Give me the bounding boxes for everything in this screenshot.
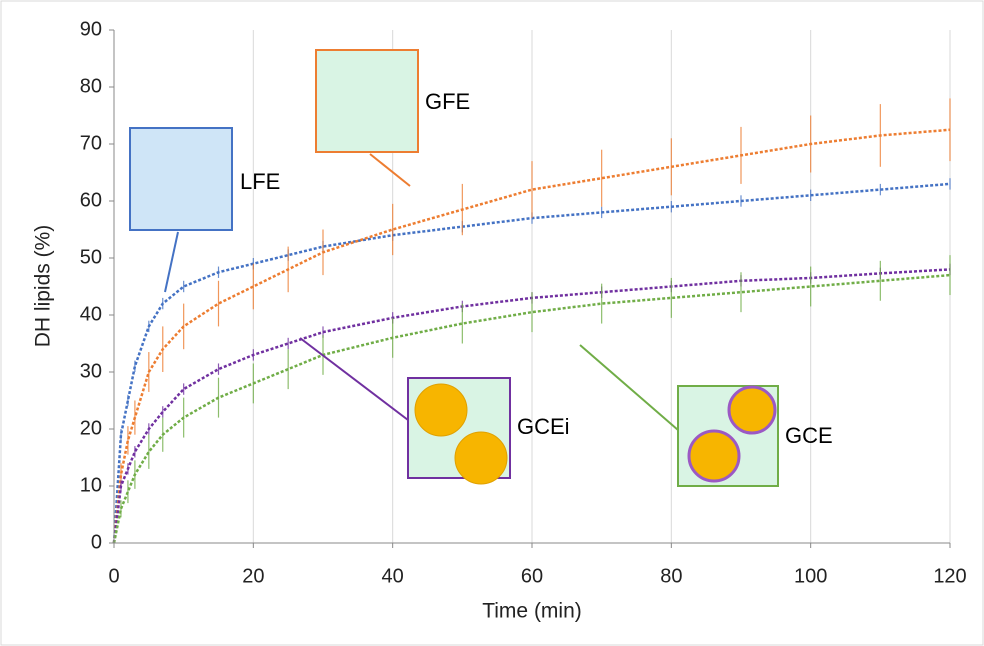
x-tick-label: 80	[660, 565, 682, 587]
x-tick-label: 120	[933, 565, 966, 587]
y-tick-label: 30	[80, 360, 102, 382]
leader	[369, 153, 411, 187]
x-tick-label: 20	[242, 565, 264, 587]
inset	[315, 49, 419, 153]
x-axis-label: Time (min)	[482, 600, 582, 623]
annotations: LFE GFE GCEi GCE	[129, 49, 833, 487]
y-tick-label: 60	[80, 189, 102, 211]
series-line	[112, 128, 951, 544]
y-tick-label: 50	[80, 246, 102, 268]
leader	[299, 337, 409, 421]
y-tick-label: 10	[80, 474, 102, 496]
x-tick-label: 100	[794, 565, 827, 587]
y-tick-label: 40	[80, 303, 102, 325]
inset	[129, 127, 233, 231]
x-tick-label: 0	[108, 565, 119, 587]
leader	[579, 344, 679, 431]
x-tick-label: 40	[382, 565, 404, 587]
leader	[164, 231, 179, 293]
annotation: GFE	[425, 89, 470, 114]
series-line	[112, 182, 951, 544]
annotation: GCEi	[517, 414, 570, 439]
y-tick-label: 80	[80, 75, 102, 97]
droplet	[414, 383, 468, 437]
y-tick-label: 20	[80, 417, 102, 439]
droplet	[727, 385, 777, 435]
series-line	[112, 273, 951, 544]
series-line	[112, 268, 951, 544]
y-tick-label: 90	[80, 18, 102, 40]
y-axis-label: DH lipids (%)	[32, 225, 55, 348]
annotation: GCE	[785, 423, 833, 448]
droplet	[687, 429, 741, 483]
droplet	[454, 431, 508, 485]
annotation: LFE	[240, 169, 280, 194]
y-tick-label: 0	[91, 531, 102, 553]
y-tick-label: 70	[80, 132, 102, 154]
x-tick-label: 60	[521, 565, 543, 587]
